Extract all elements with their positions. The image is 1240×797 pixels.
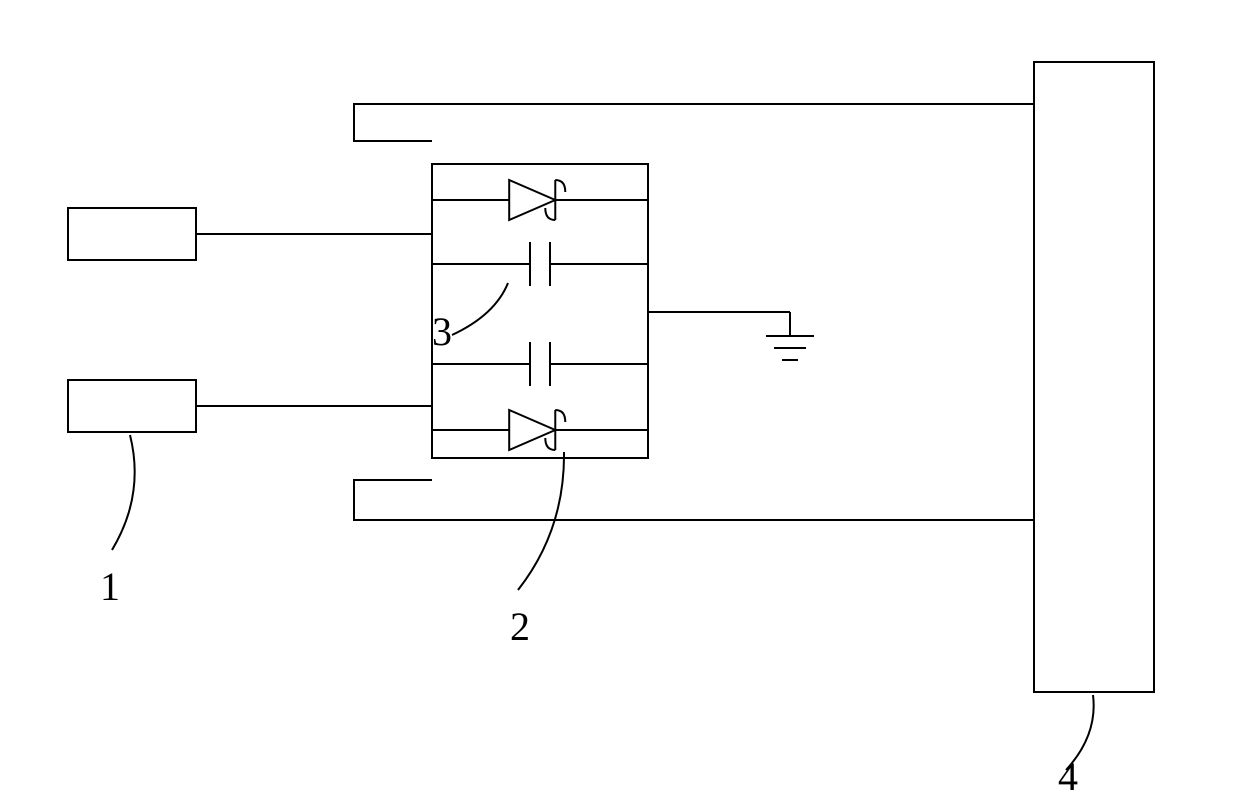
- wire-bottom-rail: [354, 480, 1034, 520]
- input-block-bottom: [68, 380, 196, 432]
- wire-top-rail: [354, 104, 1034, 141]
- circuit-diagram: 1 2 3 4: [0, 0, 1240, 797]
- input-block-top: [68, 208, 196, 260]
- label-3: 3: [432, 309, 452, 354]
- filter-block: [432, 164, 648, 458]
- leader-1: [112, 435, 135, 550]
- label-2: 2: [510, 604, 530, 649]
- output-block: [1034, 62, 1154, 692]
- label-1: 1: [100, 564, 120, 609]
- ground-icon: [766, 336, 814, 360]
- label-4: 4: [1058, 754, 1078, 797]
